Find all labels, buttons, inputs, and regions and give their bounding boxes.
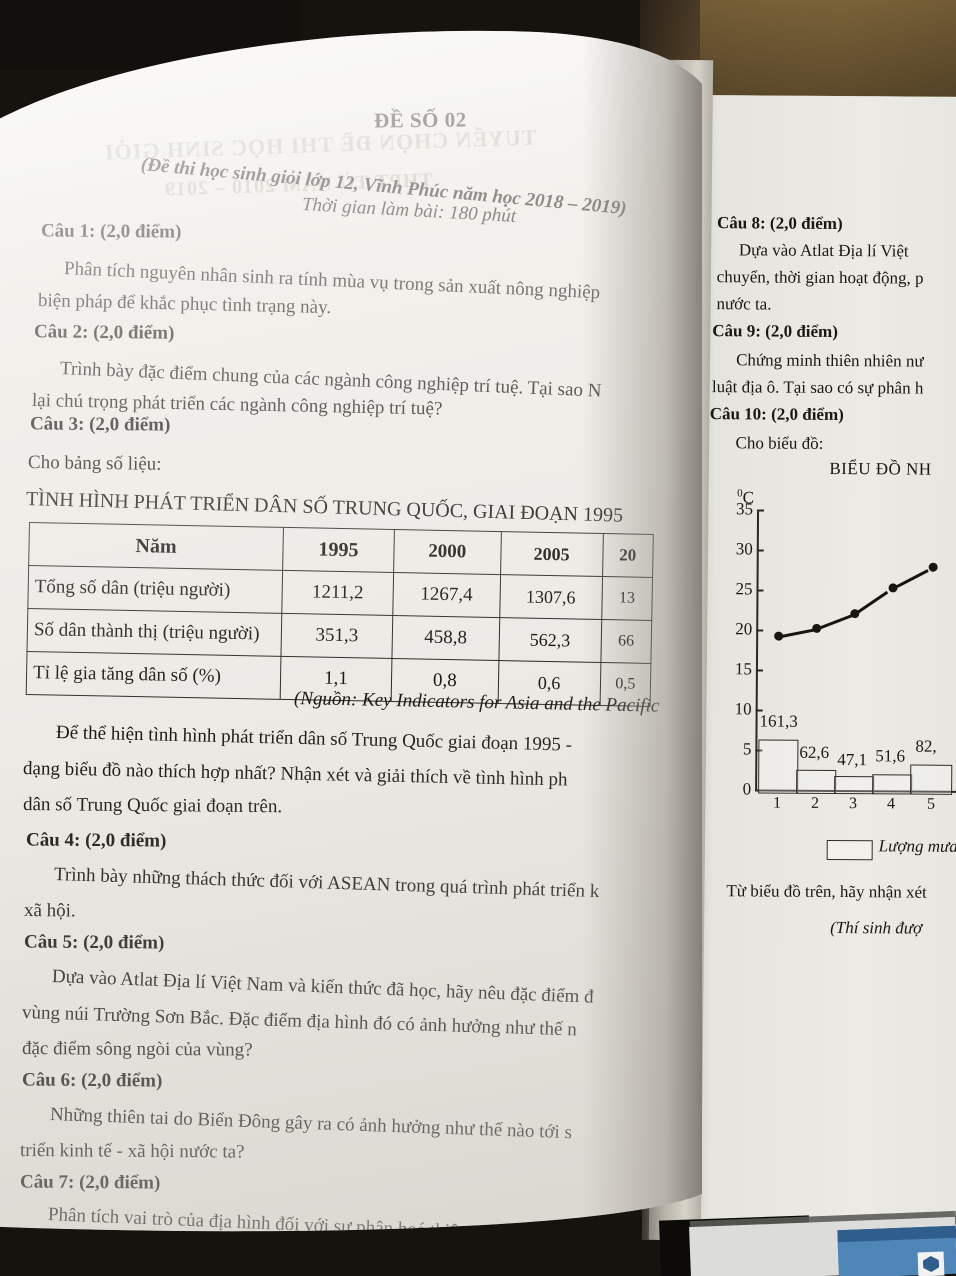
right-q8-line-2: chuyển, thời gian hoạt động, p bbox=[716, 267, 924, 288]
q3-prompt-line-1: Để thể hiện tình hình phát triển dân số … bbox=[55, 722, 573, 756]
climate-chart: 0C 35 30 25 20 15 10 5 0 bbox=[711, 487, 956, 819]
table-row-0-v2: 1307,6 bbox=[499, 575, 602, 620]
q3-prompt-line-2: dạng biểu đồ nào thích hợp nhất? Nhận xé… bbox=[22, 758, 568, 791]
table-header-2010: 20 bbox=[602, 534, 653, 578]
q1-heading: Câu 1: (2,0 điểm) bbox=[40, 220, 182, 243]
chart-ylabel-20: 20 bbox=[735, 619, 753, 639]
table-row-1-v2: 562,3 bbox=[499, 618, 602, 663]
chart-xlabel-5: 5 bbox=[926, 795, 936, 813]
legend-label-luong-mua: Lượng mưa bbox=[878, 836, 956, 856]
chart-xlabel-4: 4 bbox=[886, 795, 896, 813]
chart-bar-label-1: 161,3 bbox=[759, 711, 798, 731]
chart-bar-4 bbox=[872, 774, 913, 795]
chart-ylabel-0: 0 bbox=[742, 779, 752, 799]
chart-point-2 bbox=[812, 623, 822, 633]
chart-ylabel-25: 25 bbox=[735, 579, 753, 599]
right-q9-heading: Câu 9: (2,0 điểm) bbox=[712, 321, 838, 342]
table-header-2005: 2005 bbox=[500, 532, 603, 577]
q5-line-3: đặc điểm sông ngòi của vùng? bbox=[21, 1038, 253, 1061]
q3-line-1: Cho bảng số liệu: bbox=[27, 452, 162, 475]
right-page: Câu 8: (2,0 điểm) Dựa vào Atlat Địa lí V… bbox=[684, 94, 956, 1230]
q1-line-2: biện pháp để khắc phục tình trạng này. bbox=[37, 290, 332, 319]
table-row-1-label: Số dân thành thị (triệu người) bbox=[27, 608, 282, 656]
legend-swatch-luong-mua bbox=[826, 839, 873, 861]
chart-xlabel-3: 3 bbox=[848, 795, 858, 813]
left-page: TUYỂN CHỌN ĐỀ THI HỌC SINH GIỎI THPT TỪ … bbox=[0, 14, 702, 1238]
q2-heading: Câu 2: (2,0 điểm) bbox=[33, 321, 175, 344]
chart-ytick-30 bbox=[756, 549, 764, 552]
table-row-1-v1: 458,8 bbox=[392, 615, 499, 660]
q3-prompt-line-3: dân số Trung Quốc giai đoạn trên. bbox=[22, 794, 283, 818]
chart-ylabel-5: 5 bbox=[742, 739, 752, 759]
chart-title: BIỂU ĐỒ NH bbox=[829, 458, 932, 479]
table-row-0-label: Tổng số dân (triệu người) bbox=[28, 566, 283, 614]
table-header-2000: 2000 bbox=[394, 530, 501, 575]
chart-bar-1 bbox=[758, 739, 799, 794]
right-after-chart-line: Từ biểu đồ trên, hãy nhận xét bbox=[726, 881, 927, 902]
q6-line-1: Những thiên tai do Biển Đông gây ra có ả… bbox=[49, 1104, 573, 1144]
right-q10-heading: Câu 10: (2,0 điểm) bbox=[709, 404, 844, 425]
left-page-content: TUYỂN CHỌN ĐỀ THI HỌC SINH GIỎI THPT TỪ … bbox=[0, 14, 702, 1238]
table-row-1-v0: 351,3 bbox=[281, 613, 393, 658]
chart-ytick-25 bbox=[756, 589, 764, 592]
chart-ylabel-15: 15 bbox=[734, 659, 753, 679]
chart-ytick-35 bbox=[757, 509, 765, 512]
chart-ylabel-35: 35 bbox=[736, 499, 754, 519]
right-note-line: (Thí sinh đượ bbox=[830, 917, 923, 938]
q6-heading: Câu 6: (2,0 điểm) bbox=[21, 1069, 163, 1092]
table-header-1995: 1995 bbox=[283, 527, 395, 572]
shield-icon bbox=[923, 1256, 940, 1273]
chart-point-3 bbox=[850, 609, 860, 619]
chart-bar-3 bbox=[834, 776, 875, 795]
table-caption: TÌNH HÌNH PHÁT TRIỂN DÂN SỐ TRUNG QUỐC, … bbox=[25, 488, 624, 527]
chart-ytick-20 bbox=[756, 629, 764, 632]
q5-line-1: Dựa vào Atlat Địa lí Việt Nam và kiến th… bbox=[51, 966, 595, 1008]
q4-line-1: Trình bày những thách thức đối với ASEAN… bbox=[53, 864, 600, 903]
q4-line-2: xã hội. bbox=[23, 900, 76, 922]
chart-point-1 bbox=[774, 631, 784, 641]
chart-point-5 bbox=[928, 562, 938, 572]
chart-xlabel-1: 1 bbox=[772, 794, 782, 812]
population-table: Năm 1995 2000 2005 20 Tổng số dân (triệu… bbox=[26, 522, 654, 707]
chart-line-seg-2 bbox=[815, 613, 854, 631]
badge-icon bbox=[917, 1251, 945, 1276]
q5-line-2: vùng núi Trường Sơn Bắc. Đặc điểm địa hì… bbox=[21, 1002, 578, 1041]
table-header-nam: Năm bbox=[29, 523, 284, 571]
q3-heading: Câu 3: (2,0 điểm) bbox=[29, 413, 171, 436]
chart-ylabel-30: 30 bbox=[735, 539, 753, 559]
chart-bar-label-4: 51,6 bbox=[875, 746, 906, 766]
right-q9-line-1: Chứng minh thiên nhiên nư bbox=[736, 350, 924, 371]
right-q8-heading: Câu 8: (2,0 điểm) bbox=[716, 213, 843, 234]
chart-ylabel-10: 10 bbox=[734, 699, 752, 719]
ghost-text bbox=[727, 151, 731, 168]
table-row-1-v3: 66 bbox=[601, 620, 652, 664]
right-q10-line-1: Cho biểu đồ: bbox=[735, 433, 824, 453]
chart-bar-5 bbox=[910, 764, 953, 795]
chart-point-4 bbox=[888, 583, 898, 593]
chart-bar-label-5: 82, bbox=[915, 736, 937, 756]
table-row-0-v1: 1267,4 bbox=[393, 573, 500, 618]
chart-ytick-15 bbox=[755, 669, 763, 672]
table-row-0-v0: 1211,2 bbox=[282, 570, 394, 615]
q6-line-2: triển kinh tế - xã hội nước ta? bbox=[19, 1140, 245, 1163]
right-q9-line-2: luật địa ô. Tại sao có sự phân h bbox=[711, 377, 924, 398]
right-q8-line-3: nước ta. bbox=[716, 294, 772, 314]
chart-line-seg-1 bbox=[777, 628, 817, 639]
exam-title: ĐỀ SỐ 02 bbox=[373, 107, 467, 133]
q7-heading: Câu 7: (2,0 điểm) bbox=[19, 1171, 161, 1194]
right-q8-line-1: Dựa vào Atlat Địa lí Việt bbox=[738, 240, 909, 261]
chart-xlabel-2: 2 bbox=[810, 794, 820, 812]
chart-bar-label-3: 47,1 bbox=[837, 750, 868, 770]
q4-heading: Câu 4: (2,0 điểm) bbox=[25, 829, 167, 852]
table-row-2-label: Tỉ lệ gia tăng dân số (%) bbox=[26, 651, 281, 699]
chart-bar-label-2: 62,6 bbox=[799, 742, 830, 762]
chart-bar-2 bbox=[796, 769, 837, 795]
table-row-0-v3: 13 bbox=[601, 577, 652, 621]
q5-heading: Câu 5: (2,0 điểm) bbox=[23, 931, 165, 954]
